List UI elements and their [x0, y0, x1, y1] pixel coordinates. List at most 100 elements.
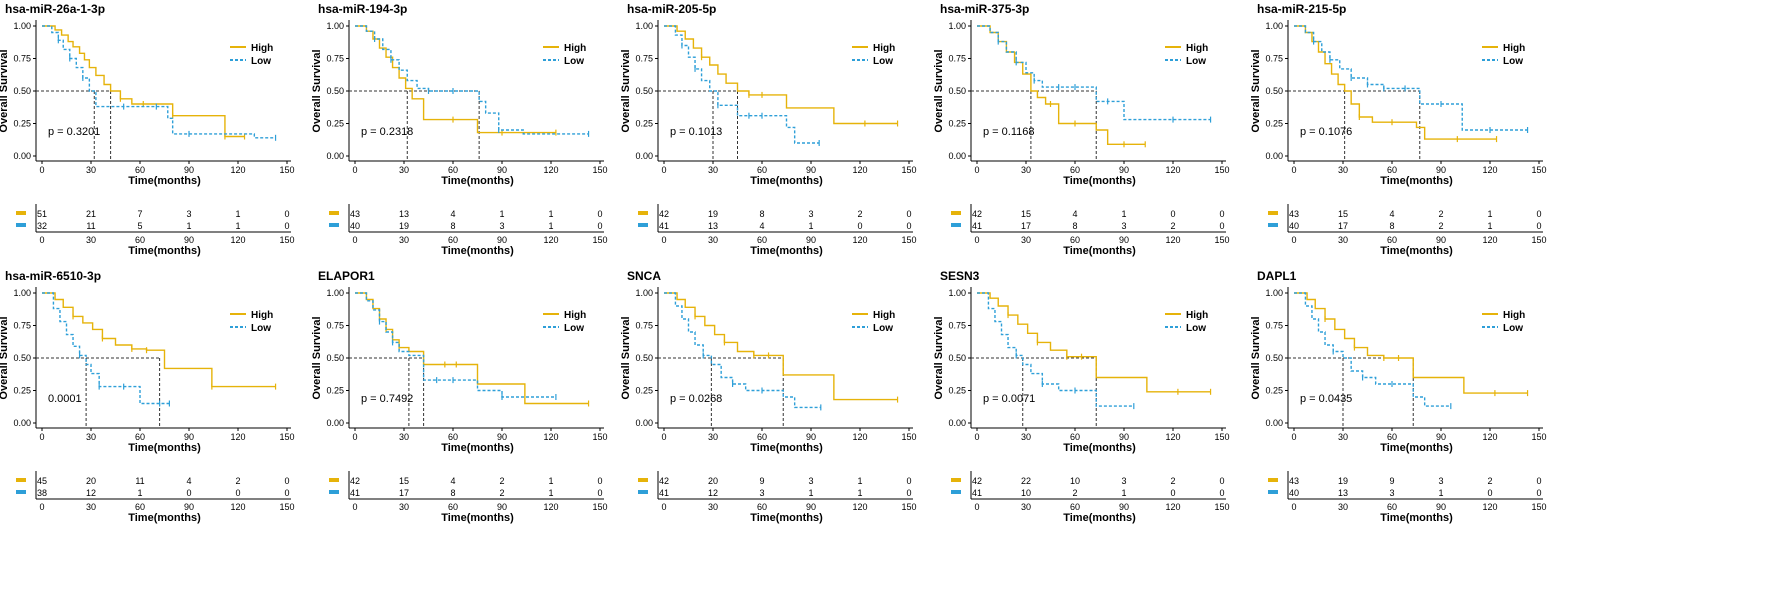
- x-tick-label: 90: [497, 165, 507, 175]
- risk-count-low: 8: [1389, 221, 1394, 231]
- risk-x-tick-label: 90: [497, 235, 507, 245]
- risk-count-high: 9: [1389, 476, 1394, 486]
- panel-title: SNCA: [627, 269, 661, 283]
- risk-count-high: 42: [659, 209, 669, 219]
- y-axis-title: Overall Survival: [620, 49, 632, 132]
- risk-count-low: 11: [86, 221, 95, 231]
- risk-swatch-high: [1268, 211, 1278, 215]
- x-tick-label: 0: [39, 165, 44, 175]
- x-tick-label: 60: [1387, 165, 1397, 175]
- y-tick-label: 0.00: [13, 151, 31, 161]
- risk-count-high: 0: [906, 476, 911, 486]
- risk-x-tick-label: 60: [1070, 502, 1080, 512]
- p-value: p = 0.7492: [361, 393, 413, 405]
- risk-count-high: 4: [186, 476, 191, 486]
- legend-label-high: High: [251, 310, 273, 321]
- risk-swatch-high: [16, 211, 26, 215]
- legend-label-low: Low: [1186, 323, 1206, 334]
- y-tick-label: 0.00: [326, 418, 344, 428]
- risk-x-tick-label: 0: [661, 235, 666, 245]
- x-tick-label: 60: [757, 165, 767, 175]
- x-tick-label: 150: [1214, 165, 1229, 175]
- risk-count-low: 13: [1338, 488, 1348, 498]
- risk-count-high: 0: [284, 476, 289, 486]
- y-tick-label: 1.00: [1265, 21, 1283, 31]
- risk-count-high: 22: [1021, 476, 1031, 486]
- p-value: p = 0.0435: [1300, 393, 1352, 405]
- km-panel: hsa-miR-6510-3p 0.00 0.25 0.50 0.75 1.00 0 30 60…: [0, 269, 295, 524]
- survival-curve-low: [355, 292, 556, 398]
- risk-x-tick-label: 150: [592, 235, 607, 245]
- panel-title: hsa-miR-6510-3p: [5, 269, 101, 283]
- x-tick-label: 30: [708, 432, 718, 442]
- x-tick-label: 90: [184, 432, 194, 442]
- risk-x-tick-label: 60: [1387, 502, 1397, 512]
- y-tick-label: 0.50: [635, 353, 653, 363]
- risk-swatch-high: [329, 478, 339, 482]
- y-tick-label: 0.25: [635, 119, 653, 129]
- risk-count-high: 43: [1289, 209, 1299, 219]
- panel-title: hsa-miR-26a-1-3p: [5, 2, 105, 16]
- risk-x-tick-label: 30: [399, 235, 409, 245]
- risk-x-tick-label: 60: [757, 235, 767, 245]
- risk-count-high: 1: [499, 209, 504, 219]
- risk-x-axis-title: Time(months): [1380, 512, 1453, 524]
- risk-count-low: 3: [759, 488, 764, 498]
- risk-x-tick-label: 60: [448, 235, 458, 245]
- y-tick-label: 0.25: [13, 119, 31, 129]
- risk-count-low: 0: [1536, 488, 1541, 498]
- risk-count-low: 13: [708, 221, 718, 231]
- legend-label-high: High: [1186, 43, 1208, 54]
- y-tick-label: 0.00: [948, 151, 966, 161]
- panel-title: SESN3: [940, 269, 980, 283]
- x-tick-label: 90: [806, 165, 816, 175]
- risk-x-tick-label: 120: [1482, 502, 1497, 512]
- y-tick-label: 0.25: [326, 386, 344, 396]
- survival-curve-low: [664, 25, 820, 144]
- km-panel: hsa-miR-375-3p0.000.250.500.751.000 30 60 9…: [933, 2, 1230, 257]
- risk-count-low: 17: [1338, 221, 1348, 231]
- y-tick-label: 0.25: [948, 386, 966, 396]
- y-tick-label: 0.00: [1265, 418, 1283, 428]
- x-tick-label: 0: [352, 432, 357, 442]
- risk-count-low: 40: [1289, 488, 1299, 498]
- risk-count-high: 2: [1487, 476, 1492, 486]
- legend-label-low: Low: [873, 323, 893, 334]
- x-tick-label: 0: [1291, 165, 1296, 175]
- y-tick-label: 0.50: [635, 86, 653, 96]
- risk-count-high: 4: [1072, 209, 1077, 219]
- survival-curve-low: [1294, 292, 1451, 407]
- risk-x-axis-title: Time(months): [750, 245, 823, 257]
- risk-x-axis-title: Time(months): [1063, 245, 1136, 257]
- risk-x-axis-title: Time(months): [128, 512, 201, 524]
- risk-count-low: 2: [1170, 221, 1175, 231]
- y-tick-label: 0.75: [13, 321, 31, 331]
- legend-label-low: Low: [564, 323, 584, 334]
- risk-count-high: 1: [235, 209, 240, 219]
- risk-count-low: 5: [137, 221, 142, 231]
- risk-count-high: 43: [1289, 476, 1299, 486]
- risk-swatch-low: [638, 490, 648, 494]
- risk-x-tick-label: 120: [852, 235, 867, 245]
- risk-count-low: 0: [186, 488, 191, 498]
- y-tick-label: 0.75: [1265, 54, 1283, 64]
- survival-curve-low: [355, 25, 589, 135]
- risk-count-high: 0: [1536, 476, 1541, 486]
- risk-count-low: 1: [548, 221, 553, 231]
- risk-x-tick-label: 0: [974, 235, 979, 245]
- risk-count-low: 0: [1219, 221, 1224, 231]
- risk-count-low: 0: [235, 488, 240, 498]
- x-axis-title: Time(months): [1063, 175, 1136, 187]
- legend-label-high: High: [1503, 310, 1525, 321]
- y-tick-label: 0.50: [13, 353, 31, 363]
- risk-swatch-low: [951, 490, 961, 494]
- risk-x-tick-label: 30: [1338, 502, 1348, 512]
- risk-x-tick-label: 120: [1165, 235, 1180, 245]
- risk-count-high: 0: [597, 476, 602, 486]
- risk-x-tick-label: 120: [1165, 502, 1180, 512]
- risk-swatch-high: [638, 478, 648, 482]
- legend-label-high: High: [251, 43, 273, 54]
- x-tick-label: 30: [1021, 165, 1031, 175]
- legend-label-low: Low: [1186, 56, 1206, 67]
